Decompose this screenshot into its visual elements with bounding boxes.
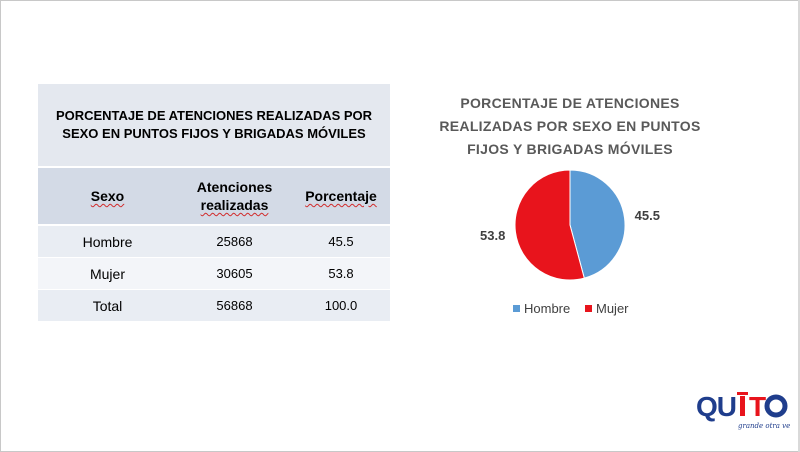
cell-sexo: Hombre [38, 225, 177, 258]
cell-porcentaje: 53.8 [292, 257, 390, 290]
chart-title-line: PORCENTAJE DE ATENCIONES [460, 95, 680, 111]
table-row: Total 56868 100.0 [38, 289, 390, 322]
header-atenciones: Atenciones realizadas [177, 168, 292, 226]
table-title: PORCENTAJE DE ATENCIONES REALIZADAS POR … [38, 84, 390, 168]
cell-atenciones: 56868 [177, 289, 292, 322]
cell-porcentaje: 100.0 [292, 289, 390, 322]
legend-label-hombre: Hombre [524, 301, 570, 316]
cell-sexo: Total [38, 289, 177, 322]
header-sexo: Sexo [38, 168, 177, 226]
pie-slice-mujer [514, 169, 585, 281]
data-table: PORCENTAJE DE ATENCIONES REALIZADAS POR … [38, 84, 390, 322]
pie-data-label-hombre: 45.5 [635, 208, 660, 223]
cell-porcentaje: 45.5 [292, 225, 390, 258]
window-edge [798, 0, 800, 452]
pie-data-label-mujer: 53.8 [480, 228, 505, 243]
quito-logo: QU T grande otra vez [694, 386, 794, 432]
logo-letters-qu: QU [696, 391, 736, 422]
logo-tagline: grande otra vez [738, 422, 790, 430]
legend-swatch-mujer [585, 305, 592, 312]
cell-atenciones: 30605 [177, 257, 292, 290]
pie-chart: 45.5 53.8 Hombre Mujer [480, 169, 660, 316]
chart-title-line: FIJOS Y BRIGADAS MÓVILES [467, 141, 673, 157]
pie-slice-hombre [569, 169, 626, 279]
legend-label-mujer: Mujer [596, 301, 629, 316]
legend-swatch-hombre [513, 305, 520, 312]
table-grid: Sexo Atenciones realizadas Porcentaje Ho… [38, 168, 390, 322]
header-porcentaje: Porcentaje [292, 168, 390, 226]
table-row: Hombre 25868 45.5 [38, 225, 390, 258]
logo-i-bar [740, 396, 745, 416]
chart-title: PORCENTAJE DE ATENCIONES REALIZADAS POR … [420, 92, 720, 161]
chart-title-line: REALIZADAS POR SEXO EN PUNTOS [439, 118, 701, 134]
logo-letter-t: T [749, 391, 766, 422]
cell-atenciones: 25868 [177, 225, 292, 258]
logo-letter-o [764, 394, 788, 418]
table-header-row: Sexo Atenciones realizadas Porcentaje [38, 168, 390, 226]
cell-sexo: Mujer [38, 257, 177, 290]
table-row: Mujer 30605 53.8 [38, 257, 390, 290]
